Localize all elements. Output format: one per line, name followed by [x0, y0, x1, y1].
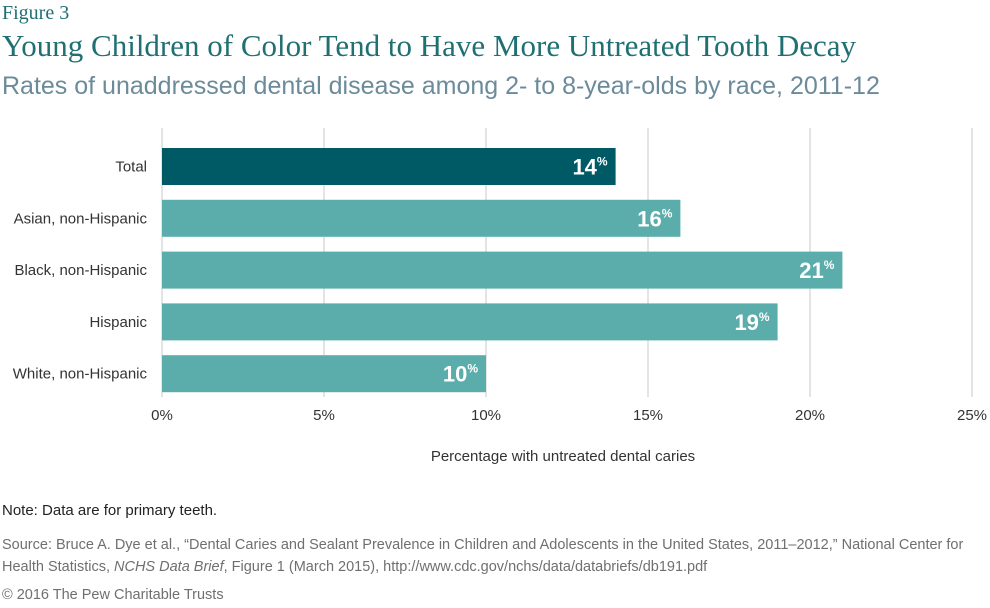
category-label: Black, non-Hispanic — [14, 262, 147, 279]
chart-note: Note: Data are for primary teeth. — [2, 502, 218, 519]
category-label: Total — [115, 159, 147, 176]
x-tick-label: 10% — [471, 407, 501, 424]
bar-chart: 14% 16% 21% 19% 10% Total Asian, non-Hispanic… — [13, 128, 987, 465]
x-tick-label: 15% — [633, 407, 663, 424]
x-tick-label: 0% — [151, 407, 173, 424]
x-axis-label: Percentage with untreated dental caries — [431, 448, 695, 465]
bar — [162, 303, 778, 341]
bar-value-label: 16% — [637, 206, 672, 231]
category-labels: Total Asian, non-Hispanic Black, non-Hispa… — [13, 159, 148, 383]
bar — [162, 148, 616, 185]
bar — [162, 199, 681, 237]
figure-label: Figure 3 — [2, 2, 70, 24]
bar-value-label: 19% — [734, 310, 769, 335]
source-text: Source: Bruce A. Dye et al., “Dental Car… — [2, 537, 964, 575]
category-label: White, non-Hispanic — [13, 366, 148, 383]
bar — [162, 355, 486, 393]
x-axis-ticks: 0% 5% 10% 15% 20% 25% — [151, 407, 987, 424]
source-publication: NCHS Data Brief — [114, 559, 224, 575]
bar-value-label: 10% — [443, 362, 478, 387]
x-tick-label: 5% — [313, 407, 335, 424]
source-citation: Source: Bruce A. Dye et al., “Dental Car… — [2, 534, 982, 578]
bar — [162, 251, 843, 289]
x-tick-label: 25% — [957, 407, 987, 424]
bar-value-label: 14% — [572, 155, 607, 180]
bar-value-label: 21% — [799, 258, 834, 283]
category-label: Hispanic — [89, 314, 147, 331]
chart-title: Young Children of Color Tend to Have Mor… — [2, 28, 857, 63]
source-text-end: , Figure 1 (March 2015), http://www.cdc.… — [223, 559, 708, 575]
bars: 14% 16% 21% 19% 10% — [162, 148, 843, 393]
category-label: Asian, non-Hispanic — [14, 210, 148, 227]
chart-subtitle: Rates of unaddressed dental disease amon… — [2, 72, 880, 100]
x-tick-label: 20% — [795, 407, 825, 424]
copyright: © 2016 The Pew Charitable Trusts — [2, 587, 224, 603]
